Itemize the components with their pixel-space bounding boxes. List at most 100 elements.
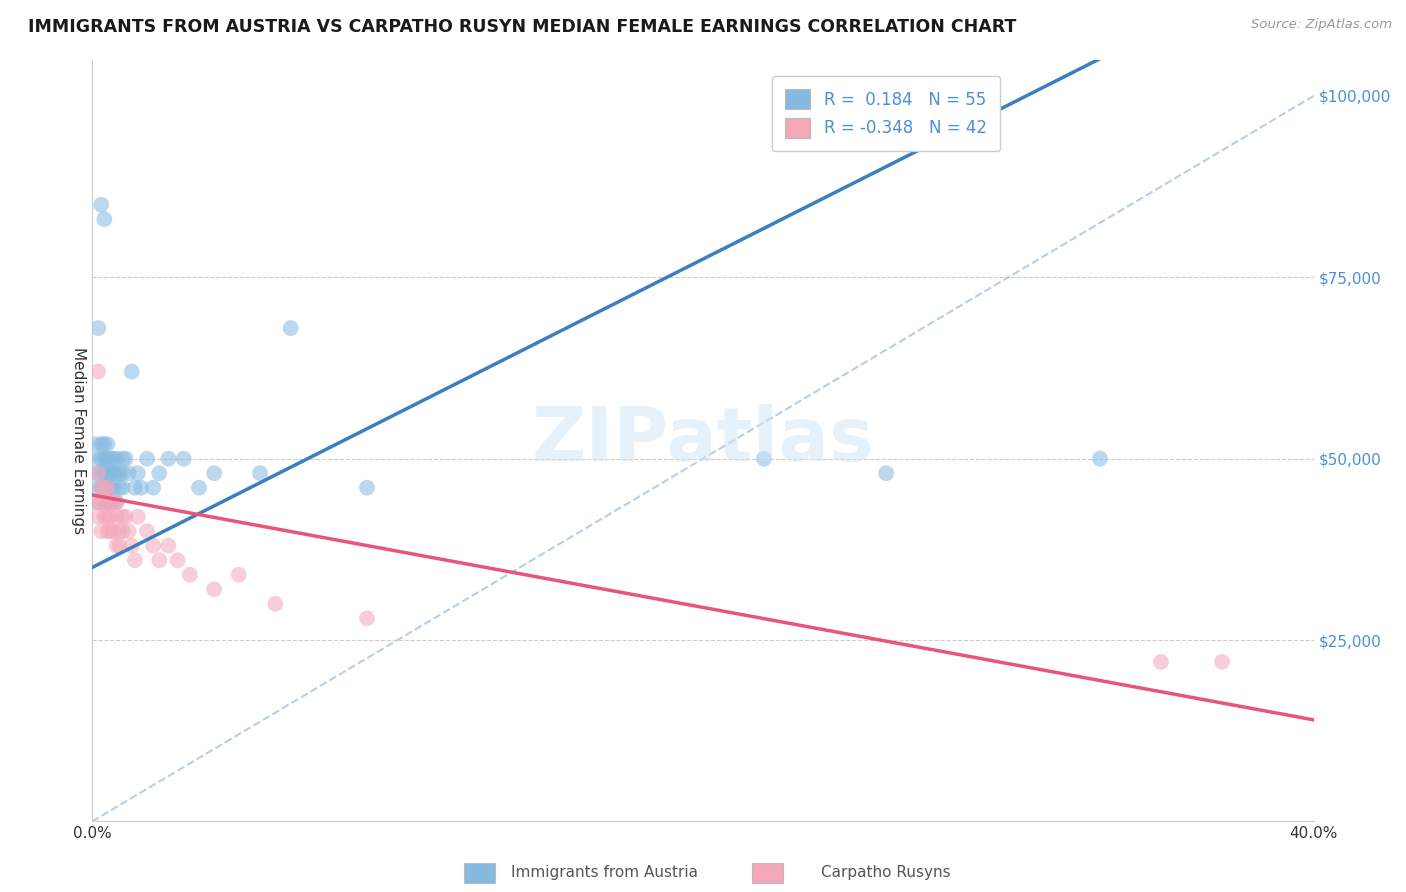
Point [90, 437, 112, 451]
Point [103, 495, 125, 509]
Point [84, 466, 107, 480]
Point [100, 451, 122, 466]
Legend: R =  0.184   N = 55, R = -0.348   N = 42: R = 0.184 N = 55, R = -0.348 N = 42 [772, 76, 1000, 152]
Point [84, 495, 107, 509]
Point [90, 451, 112, 466]
Text: Source: ZipAtlas.com: Source: ZipAtlas.com [1251, 18, 1392, 31]
Text: ZIPatlas: ZIPatlas [531, 404, 875, 477]
Point [103, 524, 125, 539]
Point [228, 567, 250, 582]
Point [100, 524, 122, 539]
Point [96, 495, 118, 509]
Point [108, 466, 131, 480]
Point [103, 466, 125, 480]
Point [166, 553, 188, 567]
Y-axis label: Median Female Earnings: Median Female Earnings [72, 347, 86, 534]
Point [105, 466, 128, 480]
Point [111, 466, 134, 480]
Point [142, 481, 165, 495]
Point [90, 495, 112, 509]
Point [105, 495, 128, 509]
Point [84, 437, 107, 451]
Point [90, 466, 112, 480]
Point [90, 481, 112, 495]
Point [264, 597, 287, 611]
Point [93, 481, 115, 495]
Point [93, 495, 115, 509]
Point [1088, 451, 1111, 466]
Point [96, 437, 118, 451]
Text: Immigrants from Austria: Immigrants from Austria [510, 865, 699, 880]
Point [148, 553, 170, 567]
Point [111, 451, 134, 466]
Point [179, 567, 201, 582]
Point [188, 481, 211, 495]
Point [103, 481, 125, 495]
Point [96, 509, 118, 524]
Point [114, 451, 136, 466]
Point [100, 481, 122, 495]
Point [280, 321, 302, 335]
Point [105, 509, 128, 524]
Point [875, 466, 897, 480]
Point [90, 481, 112, 495]
Point [87, 451, 110, 466]
Point [96, 451, 118, 466]
Point [142, 539, 165, 553]
Point [1150, 655, 1173, 669]
Point [111, 524, 134, 539]
Point [93, 437, 115, 451]
Point [93, 481, 115, 495]
Point [157, 539, 180, 553]
Point [87, 509, 110, 524]
Point [127, 509, 149, 524]
Point [87, 466, 110, 480]
Point [100, 495, 122, 509]
Point [108, 524, 131, 539]
Point [87, 495, 110, 509]
Point [108, 539, 131, 553]
Point [108, 481, 131, 495]
Point [111, 509, 134, 524]
Point [87, 365, 110, 379]
Point [202, 466, 225, 480]
Point [90, 524, 112, 539]
Text: IMMIGRANTS FROM AUSTRIA VS CARPATHO RUSYN MEDIAN FEMALE EARNINGS CORRELATION CHA: IMMIGRANTS FROM AUSTRIA VS CARPATHO RUSY… [28, 18, 1017, 36]
Text: Carpatho Rusyns: Carpatho Rusyns [821, 865, 950, 880]
Point [103, 451, 125, 466]
Point [148, 466, 170, 480]
Point [114, 509, 136, 524]
Point [111, 481, 134, 495]
Point [157, 451, 180, 466]
Point [96, 524, 118, 539]
Point [136, 524, 159, 539]
Point [93, 451, 115, 466]
Point [93, 466, 115, 480]
Point [129, 481, 152, 495]
Point [96, 481, 118, 495]
Point [90, 198, 112, 212]
Point [249, 466, 271, 480]
Point [118, 524, 141, 539]
Point [136, 451, 159, 466]
Point [1211, 655, 1233, 669]
Point [96, 481, 118, 495]
Point [105, 539, 128, 553]
Point [127, 466, 149, 480]
Point [124, 481, 146, 495]
Point [96, 466, 118, 480]
Point [100, 509, 122, 524]
Point [121, 539, 143, 553]
Point [105, 451, 128, 466]
Point [356, 481, 378, 495]
Point [87, 481, 110, 495]
Point [356, 611, 378, 625]
Point [118, 466, 141, 480]
Point [121, 365, 143, 379]
Point [87, 321, 110, 335]
Point [124, 553, 146, 567]
Point [93, 212, 115, 227]
Point [752, 451, 775, 466]
Point [173, 451, 195, 466]
Point [105, 495, 128, 509]
